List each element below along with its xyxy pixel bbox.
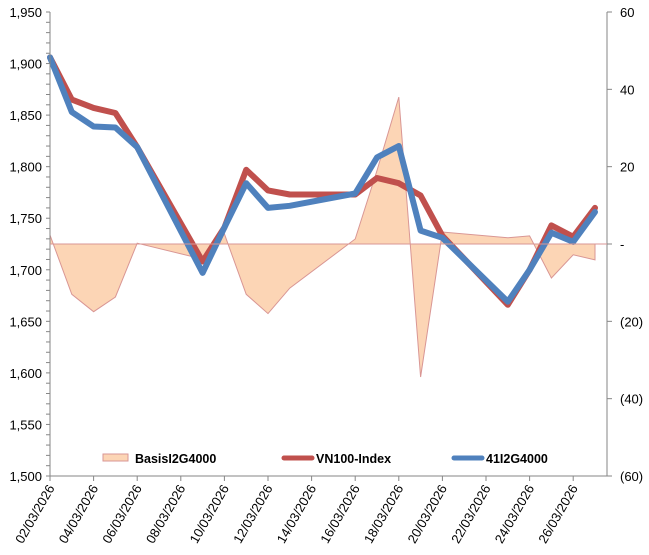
- x-axis-tick-label: 24/03/2026: [492, 482, 538, 546]
- legend-swatch-area-icon: [102, 453, 129, 462]
- x-axis-tick-label: 12/03/2026: [230, 482, 276, 546]
- right-axis-tick-label: (60): [620, 469, 643, 484]
- x-axis-tick-label: 14/03/2026: [274, 482, 320, 546]
- right-axis-tick-label: (40): [620, 392, 643, 407]
- x-axis-tick-label: 08/03/2026: [143, 482, 189, 546]
- series-41i2g4000-line: [47, 54, 598, 305]
- left-axis-tick-label: 1,550: [9, 417, 42, 432]
- legend-label: VN100-Index: [316, 452, 391, 466]
- left-axis-tick-label: 1,750: [9, 211, 42, 226]
- vn100-index-line: [47, 54, 598, 308]
- x-axis-tick-label: 04/03/2026: [56, 482, 102, 546]
- left-axis-tick-label: 1,650: [9, 314, 42, 329]
- legend-item-41i2g4000: 41I2G4000: [451, 452, 548, 466]
- x-axis-tick-label: 10/03/2026: [186, 482, 232, 546]
- legend-item-vn100: VN100-Index: [281, 452, 391, 466]
- left-axis-tick-label: 1,600: [9, 366, 42, 381]
- lines-layer: [47, 54, 598, 308]
- x-axis-tick-label: 26/03/2026: [535, 482, 581, 546]
- x-axis-tick-label: 16/03/2026: [317, 482, 363, 546]
- right-axis-tick-label: -: [620, 237, 624, 252]
- legend-label: BasisI2G4000: [135, 452, 216, 466]
- right-axis-tick-label: 40: [620, 82, 634, 97]
- legend: BasisI2G4000 VN100-Index 41I2G4000: [102, 452, 548, 466]
- x-axis-tick-label: 18/03/2026: [361, 482, 407, 546]
- right-axis-tick-label: 20: [620, 160, 634, 175]
- left-axis-tick-label: 1,950: [9, 5, 42, 20]
- basis-area-layer: [49, 96, 596, 378]
- left-axis-tick-label: 1,900: [9, 57, 42, 72]
- left-axis-tick-label: 1,800: [9, 160, 42, 175]
- left-axis-tick-label: 1,500: [9, 469, 42, 484]
- left-axis-tick-label: 1,700: [9, 263, 42, 278]
- legend-item-basis: BasisI2G4000: [102, 452, 216, 466]
- right-axis-tick-label: 60: [620, 5, 634, 20]
- x-axis-tick-label: 22/03/2026: [448, 482, 494, 546]
- right-axis-tick-label: (20): [620, 314, 643, 329]
- x-axis-tick-label: 20/03/2026: [404, 482, 450, 546]
- x-axis-tick-label: 06/03/2026: [99, 482, 145, 546]
- basis-area-series: [49, 96, 596, 378]
- legend-label: 41I2G4000: [486, 452, 548, 466]
- x-axis-tick-label: 02/03/2026: [12, 482, 58, 546]
- left-axis-tick-label: 1,850: [9, 108, 42, 123]
